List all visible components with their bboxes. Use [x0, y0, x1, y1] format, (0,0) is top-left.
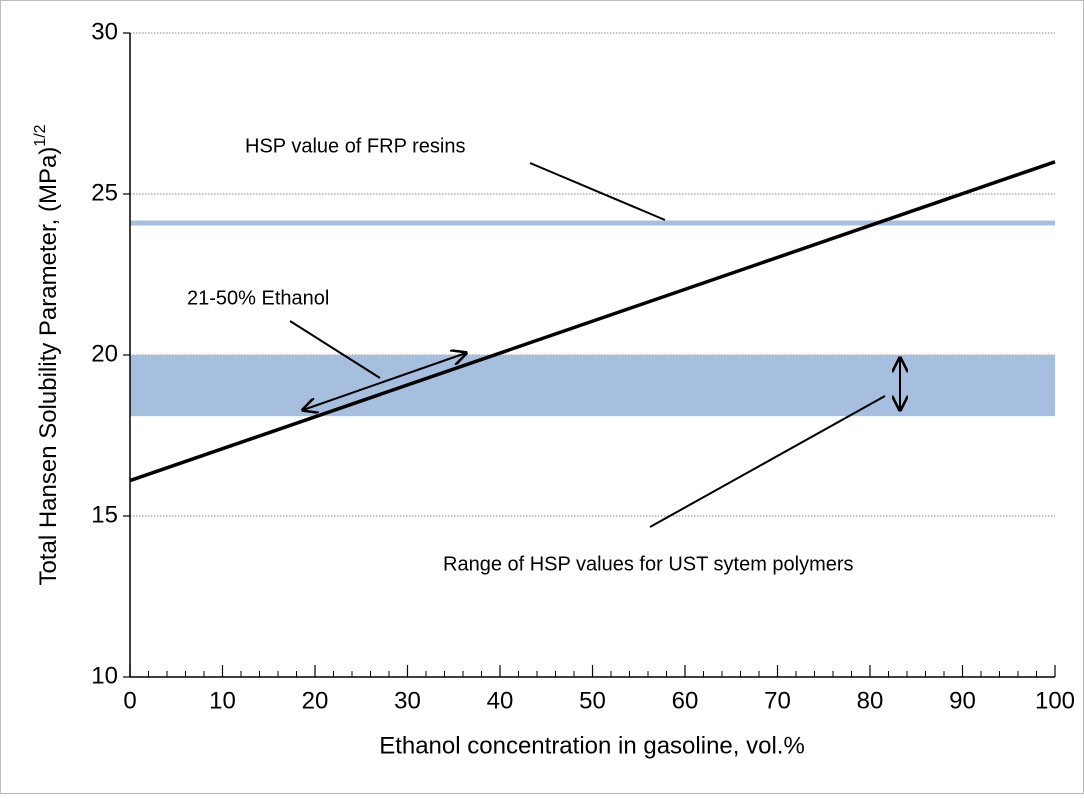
band [130, 355, 1055, 417]
x-tick-label: 20 [302, 687, 329, 714]
y-tick-label: 15 [91, 501, 118, 528]
annotation: 21-50% Ethanol [187, 287, 329, 309]
annotation: Range of HSP values for UST sytem polyme… [443, 553, 854, 575]
x-tick-label: 60 [672, 687, 699, 714]
annotation: HSP value of FRP resins [245, 135, 465, 157]
data-line [129, 160, 1056, 483]
x-tick-label: 50 [579, 687, 606, 714]
y-tick-label: 10 [91, 662, 118, 689]
y-axis-label: Total Hansen Solubility Parameter, (MPa)… [32, 124, 62, 585]
x-tick-label: 70 [764, 687, 791, 714]
x-tick-label: 30 [394, 687, 421, 714]
y-tick-label: 25 [91, 179, 118, 206]
x-tick-label: 90 [949, 687, 976, 714]
leader-line [529, 162, 666, 221]
x-tick-label: 80 [857, 687, 884, 714]
double-arrow [303, 353, 466, 410]
x-tick-label: 100 [1035, 687, 1075, 714]
x-axis-label: Ethanol concentration in gasoline, vol.% [379, 732, 805, 759]
y-tick-label: 20 [91, 340, 118, 367]
leader-line [649, 395, 886, 528]
y-axis-label-sup: 1/2 [32, 124, 49, 146]
x-tick-label: 40 [487, 687, 514, 714]
x-tick-label: 10 [209, 687, 236, 714]
y-tick-label: 30 [91, 18, 118, 45]
y-axis-label-main: Total Hansen Solubility Parameter, (MPa) [35, 147, 62, 586]
x-tick-label: 0 [123, 687, 136, 714]
